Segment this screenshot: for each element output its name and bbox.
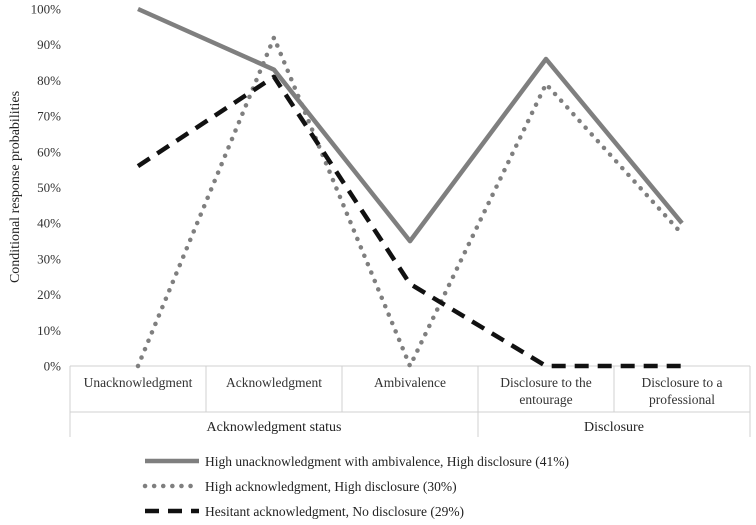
legend-label: High acknowledgment, High disclosure (30… — [205, 479, 457, 494]
y-tick-label: 70% — [37, 109, 61, 124]
x-tick-label: Disclosure to a — [642, 375, 723, 390]
x-axis: Unacknowledgment Acknowledgment Ambivalenc… — [69, 365, 751, 437]
series-line-3 — [136, 74, 682, 369]
x-group-label: Disclosure — [584, 420, 644, 435]
x-group-label: Acknowledgment status — [207, 420, 342, 435]
series-layer — [135, 6, 685, 369]
legend-label: High unacknowledgment with ambivalence, … — [205, 454, 569, 469]
series-line-2 — [135, 35, 685, 369]
y-tick-label: 50% — [37, 180, 61, 195]
x-tick-label: Disclosure to the — [500, 375, 591, 390]
series-line-1 — [137, 6, 684, 244]
x-tick-label: Ambivalence — [374, 375, 446, 390]
x-tick-label: Acknowledgment — [226, 375, 322, 390]
y-tick-label: 80% — [37, 73, 61, 88]
x-tick-label: entourage — [519, 392, 572, 407]
y-tick-label: 40% — [37, 216, 61, 231]
y-tick-label: 30% — [37, 251, 61, 266]
y-axis-title: Conditional response probabilities — [8, 91, 23, 283]
y-tick-label: 100% — [31, 2, 62, 17]
y-axis: 0% 10% 20% 30% 40% 50% 60% 70% 80% 90% 100% — [31, 2, 62, 374]
legend: High unacknowledgment with ambivalence, … — [142, 454, 569, 519]
y-tick-label: 60% — [37, 144, 61, 159]
y-tick-label: 0% — [44, 359, 62, 374]
x-tick-label: professional — [649, 392, 715, 407]
y-tick-label: 20% — [37, 287, 61, 302]
legend-label: Hesitant acknowledgment, No disclosure (… — [205, 504, 464, 519]
y-tick-label: 90% — [37, 37, 61, 52]
x-tick-label: Unacknowledgment — [84, 375, 193, 390]
y-tick-label: 10% — [37, 323, 61, 338]
